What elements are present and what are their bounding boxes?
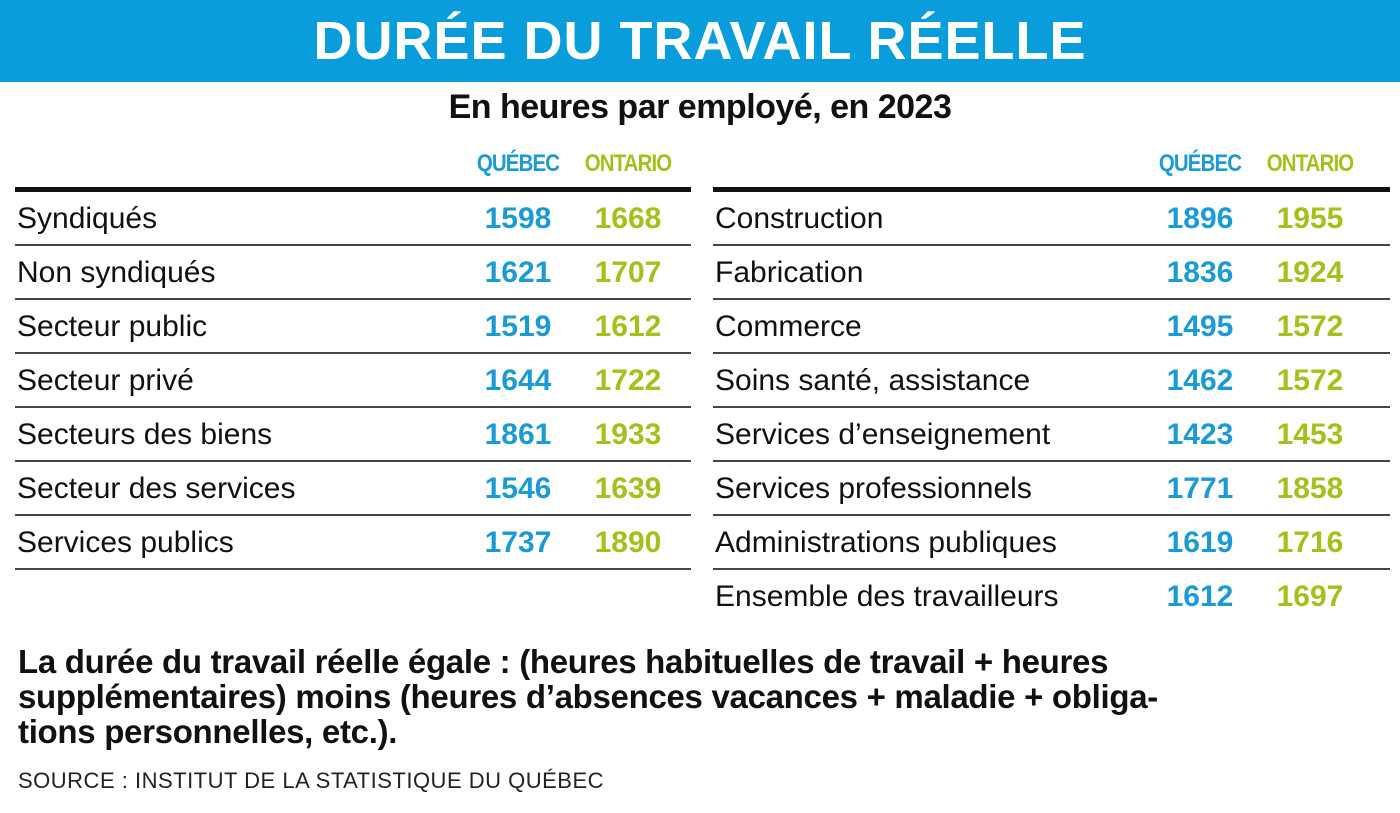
row-rule (713, 460, 1390, 462)
row-label: Services d’enseignement (715, 418, 1051, 451)
title: DURÉE DU TRAVAIL RÉELLE (313, 11, 1087, 71)
note: La durée du travail réelle égale : (heur… (18, 644, 1158, 749)
row-rule (713, 406, 1390, 408)
quebec-value: 1612 (1166, 580, 1234, 613)
column-header: QUÉBEC (1158, 150, 1242, 177)
quebec-value: 1621 (484, 256, 552, 289)
table-row: Administrations publiques 1619 1716 (713, 516, 1390, 570)
ontario-value: 1453 (1276, 418, 1344, 451)
row-label: Secteur public (17, 310, 208, 343)
table-row: Services publics 1737 1890 (15, 516, 691, 570)
ontario-value: 1639 (594, 472, 662, 505)
column-header: QUÉBEC (476, 150, 560, 177)
row-rule (15, 460, 691, 462)
ontario-value: 1572 (1276, 310, 1344, 343)
quebec-value: 1896 (1166, 202, 1234, 235)
row-label: Soins santé, assistance (715, 364, 1031, 397)
ontario-value: 1612 (594, 310, 662, 343)
row-label: Commerce (715, 310, 862, 343)
row-rule (713, 244, 1390, 246)
row-label: Secteurs des biens (17, 418, 273, 451)
table-row: Syndiqués 1598 1668 (15, 192, 691, 246)
ontario-value: 1933 (594, 418, 662, 451)
source: SOURCE : INSTITUT DE LA STATISTIQUE DU Q… (18, 768, 605, 793)
table-row: Commerce 1495 1572 (713, 300, 1390, 354)
table: QUÉBEC ONTARIO Syndiqués 1598 1668 Non syndiq… (15, 140, 691, 620)
row-rule (713, 514, 1390, 516)
quebec-value: 1644 (484, 364, 552, 397)
table-row: Secteur des services 1546 1639 (15, 462, 691, 516)
row-rule (15, 298, 691, 300)
note-line: supplémentaires) moins (heures d’absence… (18, 678, 1158, 715)
quebec-value: 1546 (484, 472, 552, 505)
table-row: Services d’enseignement 1423 1453 (713, 408, 1390, 462)
ontario-value: 1955 (1276, 202, 1344, 235)
ontario-value: 1707 (594, 256, 662, 289)
header-bar (0, 0, 1400, 82)
ontario-value: 1697 (1276, 580, 1344, 613)
row-label: Administrations publiques (715, 526, 1057, 559)
row-rule (713, 352, 1390, 354)
row-label: Fabrication (715, 256, 864, 289)
row-rule (713, 298, 1390, 300)
row-rule (15, 568, 691, 570)
row-rule (15, 352, 691, 354)
quebec-value: 1423 (1166, 418, 1234, 451)
row-label: Construction (715, 202, 884, 235)
table-row: Non syndiqués 1621 1707 (15, 246, 691, 300)
row-label: Secteur des services (17, 472, 296, 505)
quebec-value: 1771 (1166, 472, 1234, 505)
row-label: Services publics (17, 526, 234, 559)
table-row: Secteurs des biens 1861 1933 (15, 408, 691, 462)
table: QUÉBEC ONTARIO Construction 1896 1955 Fabrica… (713, 140, 1390, 620)
row-rule (15, 244, 691, 246)
table-row: Fabrication 1836 1924 (713, 246, 1390, 300)
column-header: ONTARIO (584, 150, 672, 177)
table-row: Soins santé, assistance 1462 1572 (713, 354, 1390, 408)
table-row: Construction 1896 1955 (713, 192, 1390, 246)
ontario-value: 1722 (594, 364, 662, 397)
quebec-value: 1737 (484, 526, 552, 559)
table-row: Services professionnels 1771 1858 (713, 462, 1390, 516)
quebec-value: 1861 (484, 418, 552, 451)
row-rule (15, 514, 691, 516)
row-label: Ensemble des travailleurs (715, 580, 1059, 613)
table-row: Secteur public 1519 1612 (15, 300, 691, 354)
column-header: ONTARIO (1266, 150, 1354, 177)
note-line: La durée du travail réelle égale : (heur… (18, 643, 1109, 680)
quebec-value: 1462 (1166, 364, 1234, 397)
row-label: Services professionnels (715, 472, 1032, 505)
row-label: Secteur privé (17, 364, 194, 397)
row-rule (713, 568, 1390, 570)
ontario-value: 1716 (1276, 526, 1344, 559)
ontario-value: 1890 (594, 526, 662, 559)
header-rule (713, 187, 1390, 192)
ontario-value: 1572 (1276, 364, 1344, 397)
quebec-value: 1519 (484, 310, 552, 343)
quebec-value: 1495 (1166, 310, 1234, 343)
table-row: Secteur privé 1644 1722 (15, 354, 691, 408)
row-rule (15, 406, 691, 408)
quebec-value: 1619 (1166, 526, 1234, 559)
header-rule (15, 187, 691, 192)
subtitle: En heures par employé, en 2023 (448, 88, 952, 126)
row-label: Syndiqués (17, 202, 158, 235)
table-row: Ensemble des travailleurs 1612 1697 (713, 570, 1390, 624)
ontario-value: 1668 (594, 202, 662, 235)
note-line: tions personnelles, etc.). (18, 713, 398, 750)
ontario-value: 1858 (1276, 472, 1344, 505)
row-label: Non syndiqués (17, 256, 216, 289)
quebec-value: 1836 (1166, 256, 1234, 289)
ontario-value: 1924 (1276, 256, 1344, 289)
quebec-value: 1598 (484, 202, 552, 235)
